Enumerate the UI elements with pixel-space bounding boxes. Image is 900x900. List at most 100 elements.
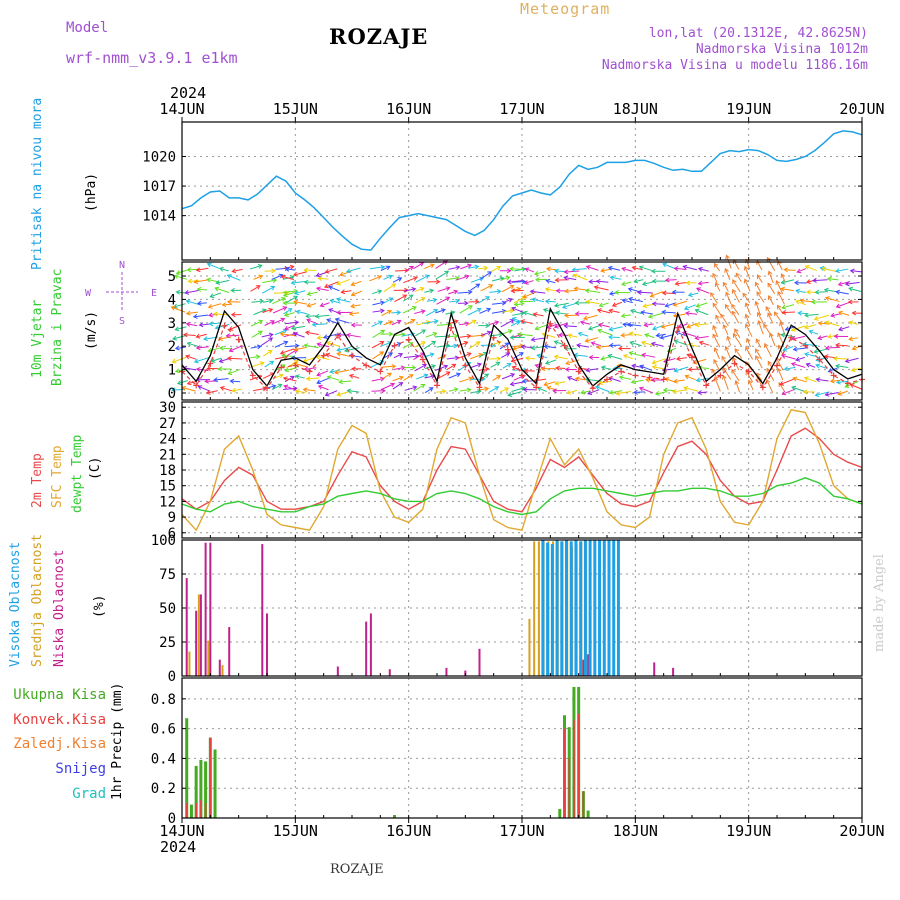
- wind-arrow-head: [380, 308, 385, 314]
- wind-arrow: [805, 265, 817, 272]
- wind-arrow-head: [193, 358, 199, 364]
- wind-arrow: [220, 386, 233, 392]
- wind-arrow: [383, 321, 393, 326]
- wind-arrow-head: [325, 352, 331, 358]
- wind-arrow-head: [420, 384, 426, 389]
- wind-arrow: [806, 363, 816, 368]
- wind-arrow-head: [496, 266, 502, 271]
- wind-arrow-head: [687, 292, 693, 298]
- wind-arrow: [608, 377, 621, 382]
- wind-gust-marker: [533, 384, 540, 391]
- y-tick-label: 27: [159, 416, 176, 432]
- wind-arrow: [537, 387, 548, 393]
- wind-arrow: [260, 337, 273, 346]
- y-tick-label: 6: [168, 526, 176, 542]
- wind-arrow-head: [445, 286, 451, 292]
- wind-arrow: [271, 274, 283, 280]
- wind-arrow-head: [815, 363, 821, 369]
- wind-arrow-head: [432, 297, 438, 303]
- wind-arrow: [833, 357, 848, 360]
- wind-arrow: [612, 301, 623, 307]
- y-tick-label: 0.6: [151, 722, 176, 738]
- wind-arrow-head: [799, 298, 805, 304]
- wind-arrow-head: [600, 268, 606, 273]
- wind-arrow-head: [295, 389, 300, 394]
- wind-arrow: [214, 378, 229, 381]
- wind-arrow: [295, 390, 306, 394]
- wind-arrow-head: [805, 362, 811, 368]
- wind-arrow-head: [662, 262, 667, 268]
- wind-arrow: [369, 266, 385, 270]
- wind-arrow: [403, 288, 416, 292]
- wind-arrow: [713, 359, 720, 370]
- wind-arrow: [836, 344, 849, 347]
- wind-arrow-head: [294, 343, 300, 349]
- wind-arrow: [335, 318, 350, 324]
- wind-arrow-head: [218, 358, 224, 364]
- wind-arrow: [745, 259, 751, 270]
- wind-arrow-head: [255, 285, 261, 290]
- wind-arrow-head: [207, 347, 213, 353]
- wind-arrow: [695, 323, 709, 326]
- wind-arrow-head: [207, 303, 213, 309]
- wind-arrow-head: [726, 335, 731, 341]
- wind-arrow-head: [790, 362, 796, 367]
- wind-arrow-head: [175, 289, 181, 295]
- wind-arrow-head: [388, 297, 394, 302]
- wind-arrow-head: [641, 281, 647, 287]
- wind-arrow: [424, 264, 435, 270]
- wind-arrow-head: [794, 280, 799, 286]
- wind-arrow: [598, 323, 610, 328]
- y-tick-label: 2: [168, 339, 176, 355]
- wind-arrow-head: [195, 366, 201, 372]
- wind-arrow-head: [380, 264, 386, 270]
- wind-arrow-head: [584, 288, 590, 294]
- wind-arrow: [479, 271, 492, 280]
- wind-arrow: [520, 320, 533, 325]
- wind-arrow-head: [783, 267, 789, 273]
- wind-arrow-head: [258, 274, 264, 280]
- wind-arrow-head: [595, 385, 600, 391]
- wind-arrow-head: [396, 310, 402, 316]
- wind-arrow-head: [198, 322, 204, 328]
- wind-arrow-head: [765, 306, 771, 311]
- wind-arrow: [253, 275, 263, 280]
- wind-arrow-head: [504, 387, 510, 392]
- wind-arrow-head: [520, 319, 526, 324]
- wind-arrow-head: [712, 333, 717, 339]
- wind-arrow-head: [615, 390, 621, 396]
- y-tick-label: 0.8: [151, 692, 176, 708]
- wind-arrow: [227, 274, 241, 281]
- wind-arrow: [629, 352, 644, 357]
- wind-arrow: [383, 275, 393, 280]
- wind-arrow-head: [611, 302, 617, 307]
- wind-arrow-head: [398, 352, 404, 358]
- wind-arrow-head: [192, 314, 198, 319]
- wind-arrow-head: [453, 319, 459, 325]
- wind-arrow: [285, 321, 299, 325]
- wind-arrow: [734, 328, 741, 339]
- wind-arrow: [262, 279, 277, 284]
- wind-arrow-head: [443, 364, 449, 370]
- wind-arrow: [491, 302, 506, 305]
- temp-2m-line: [181, 427, 863, 513]
- wind-arrow-head: [626, 322, 632, 328]
- wind-arrow-head: [350, 303, 355, 309]
- y-tick-label: 50: [159, 601, 176, 617]
- wind-arrow-head: [196, 300, 202, 306]
- wind-arrow-head: [484, 386, 490, 392]
- wind-arrow-head: [282, 306, 288, 311]
- wind-arrow: [683, 265, 697, 271]
- wind-arrow: [696, 302, 708, 307]
- compass-north: N: [119, 260, 125, 271]
- wind-arrow: [675, 281, 687, 285]
- wind-arrow: [424, 289, 434, 293]
- wind-arrow: [783, 346, 794, 351]
- high-cloud-bar: [579, 541, 583, 676]
- wind-arrow-head: [745, 337, 751, 343]
- wind-arrow-head: [584, 338, 590, 343]
- wind-arrow: [339, 380, 352, 383]
- wind-arrow: [809, 330, 819, 335]
- wind-arrow: [650, 291, 664, 297]
- wind-arrow: [775, 357, 784, 371]
